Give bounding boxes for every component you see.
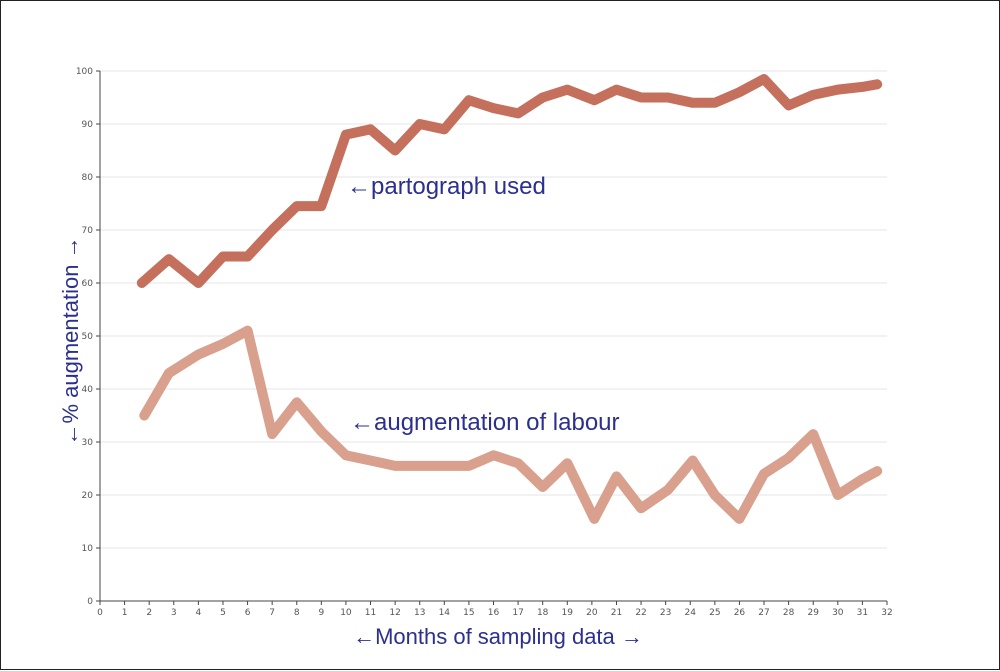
y-tick-label-60: 60 — [82, 279, 94, 289]
x-tick-label-17: 17 — [512, 608, 523, 618]
x-tick-label-21: 21 — [611, 608, 622, 618]
y-tick-label-30: 30 — [82, 438, 94, 448]
x-tick-label-1: 1 — [122, 608, 128, 618]
x-tick-label-29: 29 — [807, 608, 819, 618]
x-tick-label-24: 24 — [685, 608, 697, 618]
x-tick-label-10: 10 — [340, 608, 352, 618]
y-tick-label-0: 0 — [87, 597, 93, 607]
series-line-0 — [136, 74, 883, 288]
x-tick-label-2: 2 — [146, 608, 152, 618]
y-tick-label-20: 20 — [82, 491, 94, 501]
x-tick-label-28: 28 — [783, 608, 795, 618]
x-tick-label-25: 25 — [709, 608, 720, 618]
x-axis-ticks: 0 1 2 3 4 5 6 7 8 9 10 11 12 13 14 15 16 17 18 19 20 21 22 23 24… — [97, 601, 893, 618]
y-tick-label-50: 50 — [82, 332, 94, 342]
y-axis-ticks: 0 10 20 30 40 50 60 70 80 90 100 — [76, 67, 100, 607]
x-tick-label-4: 4 — [196, 608, 202, 618]
x-tick-label-9: 9 — [318, 608, 324, 618]
grid-lines — [100, 70, 887, 549]
series-line-1 — [139, 325, 883, 524]
series-lines — [136, 74, 883, 524]
series-label-partograph-used: ←partograph used — [347, 173, 546, 200]
x-tick-label-11: 11 — [365, 608, 376, 618]
y-tick-label-40: 40 — [82, 385, 94, 395]
y-axis-title: ←% augmentation → — [58, 236, 83, 445]
x-tick-label-27: 27 — [758, 608, 769, 618]
x-tick-label-8: 8 — [294, 608, 300, 618]
x-tick-label-0: 0 — [97, 608, 103, 618]
x-tick-label-19: 19 — [562, 608, 574, 618]
x-tick-label-22: 22 — [635, 608, 646, 618]
x-tick-label-7: 7 — [269, 608, 275, 618]
x-tick-label-20: 20 — [586, 608, 598, 618]
x-tick-label-26: 26 — [734, 608, 746, 618]
series-label-augmentation-of-labour: ←augmentation of labour — [350, 409, 620, 436]
x-tick-label-6: 6 — [245, 608, 251, 618]
y-tick-label-90: 90 — [82, 120, 94, 130]
y-tick-label-80: 80 — [82, 173, 94, 183]
y-tick-label-70: 70 — [82, 226, 94, 236]
y-tick-label-10: 10 — [82, 544, 94, 554]
x-tick-label-23: 23 — [660, 608, 671, 618]
x-tick-label-5: 5 — [220, 608, 226, 618]
y-tick-label-100: 100 — [76, 67, 93, 77]
x-tick-label-13: 13 — [414, 608, 425, 618]
x-tick-label-16: 16 — [488, 608, 500, 618]
x-axis-title: ←Months of sampling data → — [353, 624, 643, 649]
x-tick-label-31: 31 — [857, 608, 868, 618]
x-tick-label-18: 18 — [537, 608, 549, 618]
x-tick-label-14: 14 — [439, 608, 451, 618]
x-tick-label-32: 32 — [881, 608, 892, 618]
x-tick-label-12: 12 — [389, 608, 400, 618]
x-tick-label-15: 15 — [463, 608, 474, 618]
x-tick-label-30: 30 — [832, 608, 844, 618]
x-tick-label-3: 3 — [171, 608, 177, 618]
